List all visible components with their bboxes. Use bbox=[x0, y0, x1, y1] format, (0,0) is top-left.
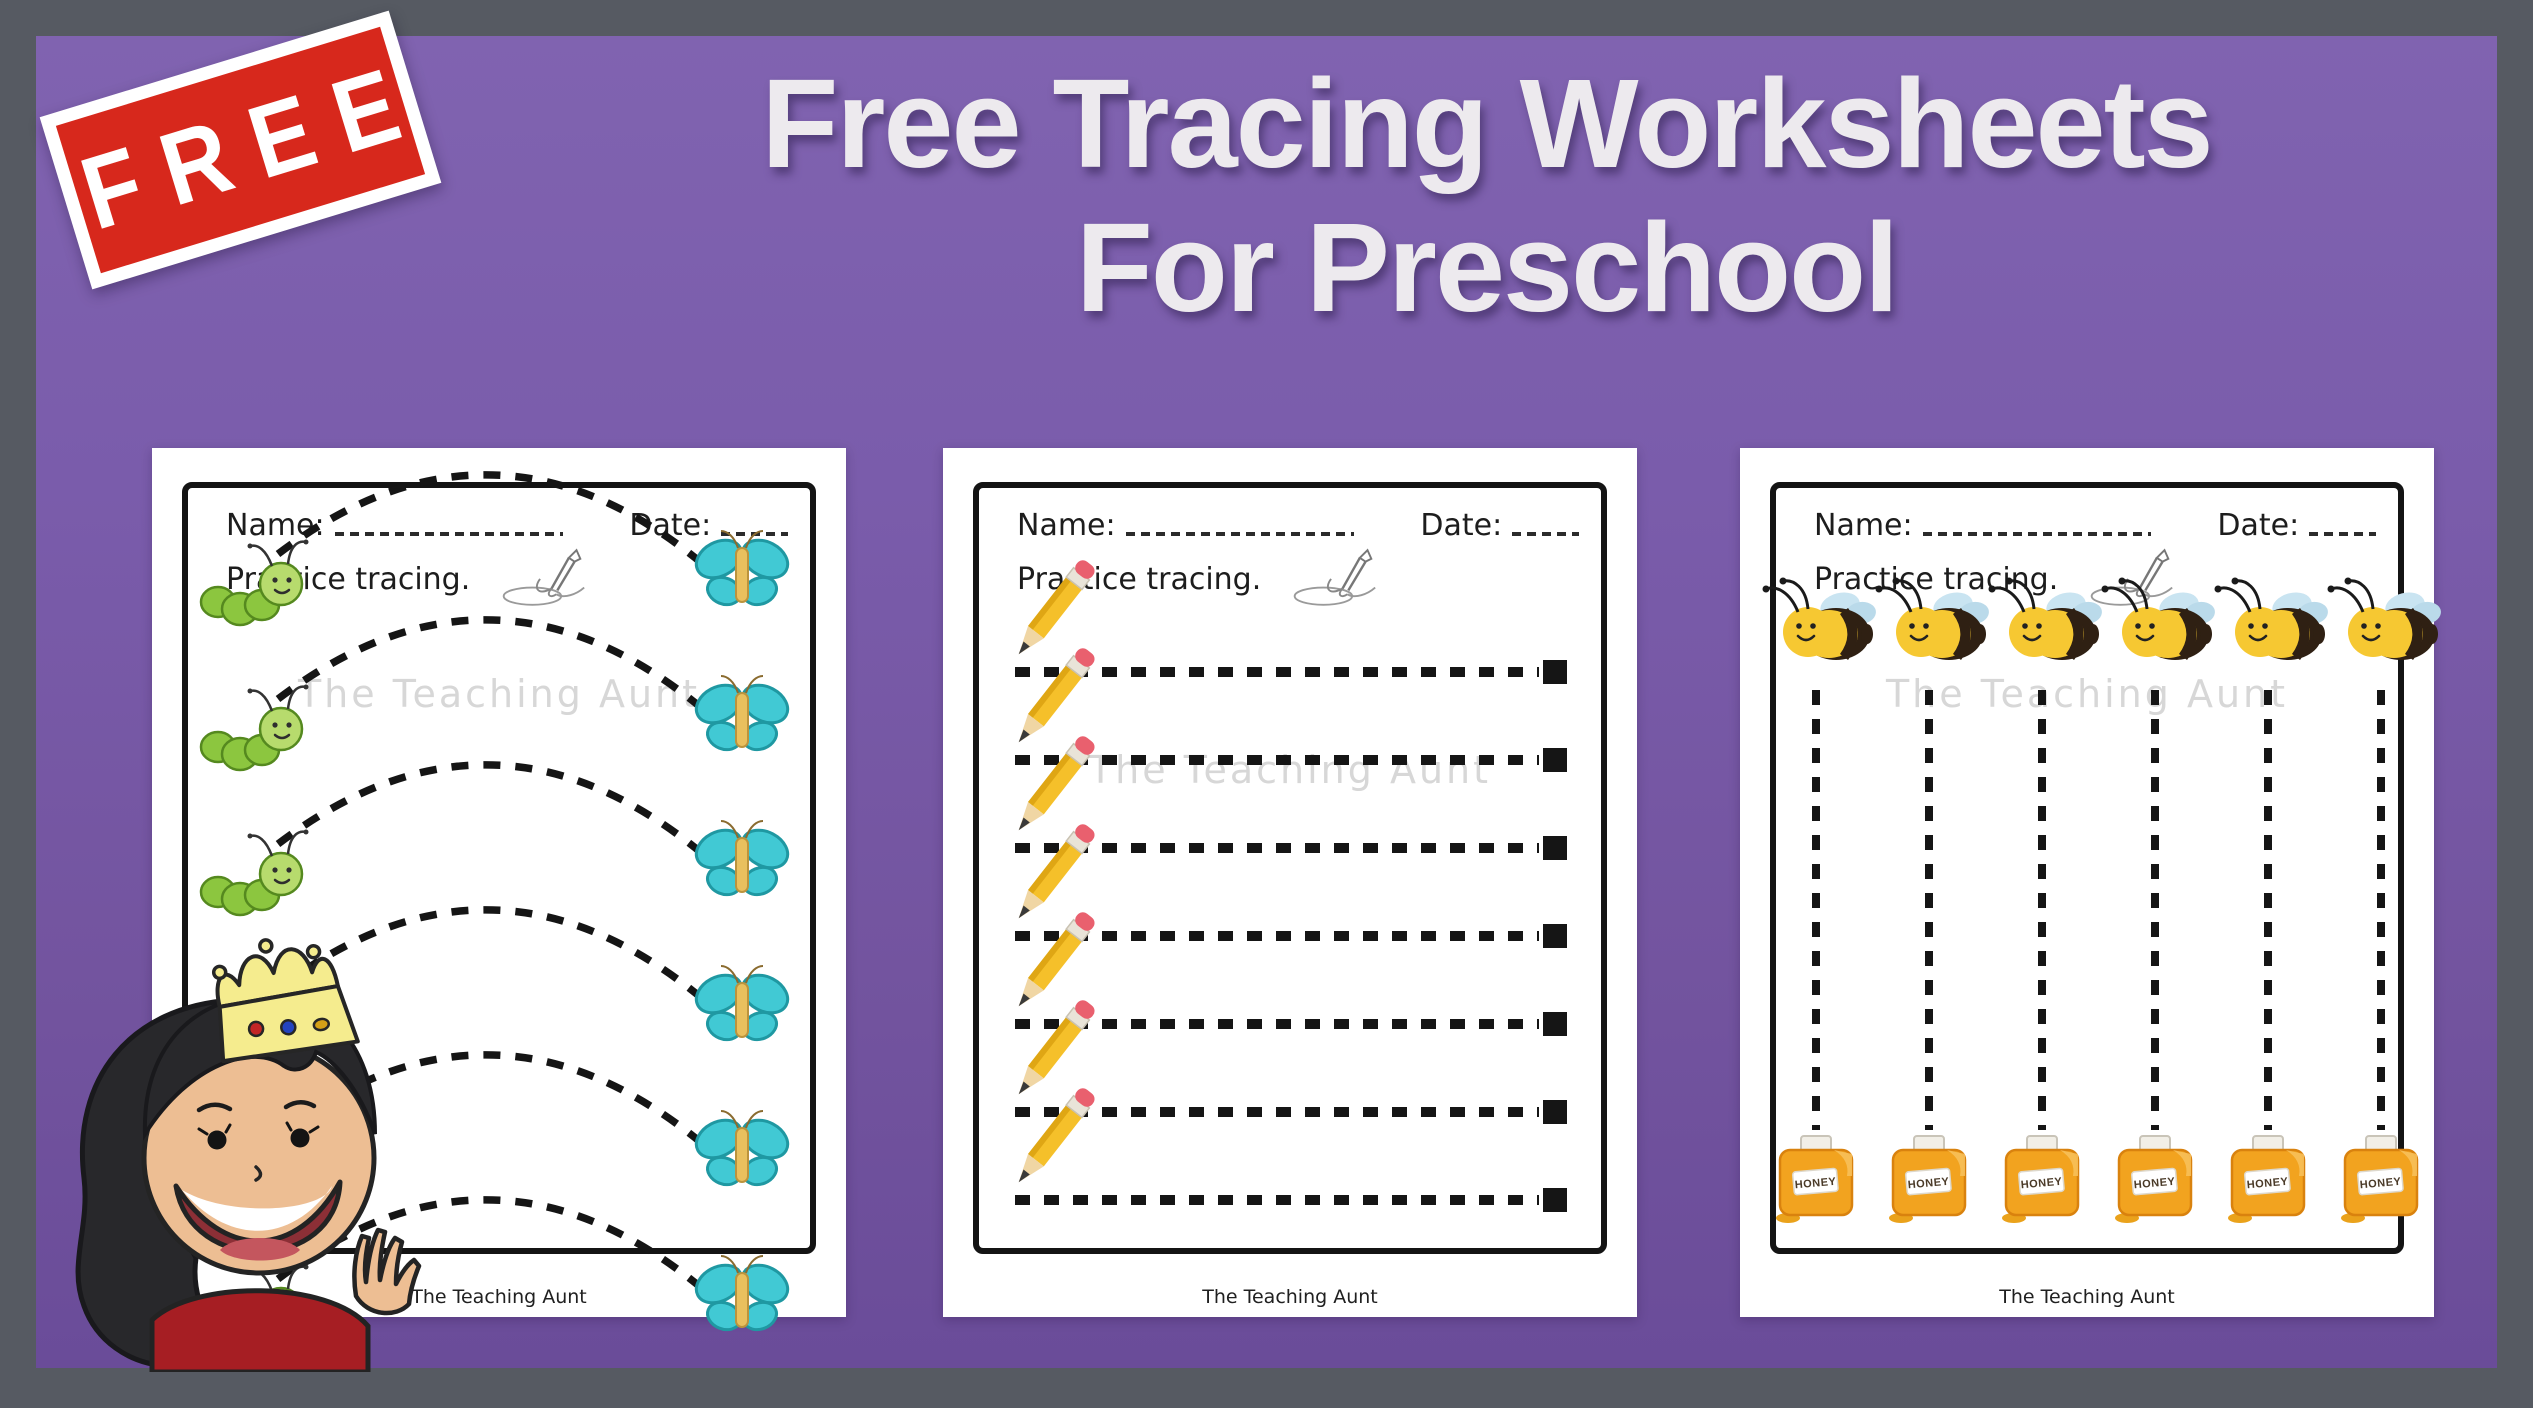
pencil-icon bbox=[1018, 736, 1095, 831]
date-label: Date: bbox=[1420, 508, 1503, 543]
butterfly-icon bbox=[694, 1255, 790, 1332]
name-label: Name: bbox=[1814, 508, 1913, 543]
worksheet-card-curves: The Teaching Aunt Name: Date: Practice t… bbox=[152, 448, 846, 1352]
watermark: The Teaching Aunt bbox=[297, 672, 701, 716]
bee-icon bbox=[1875, 577, 1989, 660]
bee-icon bbox=[2327, 577, 2441, 660]
honey-jar-icon: HONEY bbox=[2228, 1135, 2306, 1223]
honey-jar-icon: HONEY bbox=[2002, 1135, 2080, 1223]
date-blank-line bbox=[1512, 532, 1579, 536]
line-end-square bbox=[1543, 836, 1567, 860]
date-label: Date: bbox=[2217, 508, 2300, 543]
instruction-row: Practice tracing. bbox=[1814, 548, 2176, 608]
line-end-square bbox=[1543, 1100, 1567, 1124]
worksheet-header: Name: Date: bbox=[1017, 508, 1579, 543]
worksheet-border bbox=[1770, 482, 2404, 1254]
svg-text:HONEY: HONEY bbox=[1907, 1176, 1950, 1192]
butterfly-icon bbox=[694, 675, 790, 752]
pencil-doodle-icon bbox=[1293, 548, 1377, 606]
tracing-area-horizontal bbox=[1015, 560, 1567, 1212]
pencil-icon bbox=[1018, 1000, 1095, 1095]
line-end-square bbox=[1543, 660, 1567, 684]
crown-icon bbox=[211, 938, 360, 1064]
worksheet-card-horizontal-lines: The Teaching Aunt Name: Date: Practice t… bbox=[943, 448, 1637, 1317]
worksheet-footer: The Teaching Aunt bbox=[1202, 1286, 1378, 1308]
line-end-square bbox=[1543, 1012, 1567, 1036]
tracing-arc bbox=[275, 761, 713, 863]
tracing-area-vertical: HONEY HONEY HONEY bbox=[1762, 577, 2441, 1223]
tracing-arc bbox=[275, 616, 713, 718]
bee-icon bbox=[2214, 577, 2328, 660]
tracing-area-curves bbox=[199, 471, 790, 1352]
caterpillar-icon bbox=[199, 539, 309, 627]
honey-jar-icon: HONEY bbox=[1776, 1135, 1854, 1223]
pencil-icon bbox=[1018, 560, 1095, 655]
worksheet-footer: The Teaching Aunt bbox=[1999, 1286, 2175, 1308]
svg-text:HONEY: HONEY bbox=[2133, 1176, 2176, 1192]
watermark: The Teaching Aunt bbox=[1885, 672, 2289, 716]
bee-icon bbox=[1762, 577, 1876, 660]
tracing-arc bbox=[275, 906, 713, 1008]
name-blank-line bbox=[1125, 532, 1354, 536]
pencil-icon bbox=[1018, 824, 1095, 919]
tracing-arc bbox=[275, 471, 713, 573]
svg-text:HONEY: HONEY bbox=[2246, 1176, 2289, 1192]
instruction-label: Practice tracing. bbox=[1814, 562, 2059, 597]
line-end-square bbox=[1543, 748, 1567, 772]
title-line-1: Free Tracing Worksheets bbox=[761, 53, 2213, 194]
honey-jar-icon: HONEY bbox=[2115, 1135, 2193, 1223]
bee-icon bbox=[1988, 577, 2102, 660]
butterfly-icon bbox=[694, 1110, 790, 1187]
name-blank-line bbox=[1922, 532, 2151, 536]
honey-jar-icon: HONEY bbox=[1889, 1135, 1967, 1223]
pencil-icon bbox=[1018, 648, 1095, 743]
worksheet-border bbox=[182, 482, 816, 1254]
worksheet-header: Name: Date: bbox=[1814, 508, 2376, 543]
worksheet-footer: The Teaching Aunt bbox=[411, 1286, 587, 1308]
line-end-square bbox=[1543, 1188, 1567, 1212]
page-title: Free Tracing Worksheets For Preschool bbox=[520, 52, 2453, 339]
worksheet-border bbox=[973, 482, 1607, 1254]
svg-text:HONEY: HONEY bbox=[1794, 1176, 1837, 1192]
mascot-shirt bbox=[149, 1288, 371, 1372]
mascot-girl bbox=[75, 938, 422, 1372]
butterfly-icon bbox=[694, 820, 790, 897]
pencil-icon bbox=[1018, 1088, 1095, 1183]
svg-text:HONEY: HONEY bbox=[2359, 1176, 2402, 1192]
bee-icon bbox=[2101, 577, 2215, 660]
honey-jar-icon: HONEY bbox=[2341, 1135, 2419, 1223]
butterfly-icon bbox=[694, 965, 790, 1042]
name-label: Name: bbox=[1017, 508, 1116, 543]
pencil-icon bbox=[1018, 912, 1095, 1007]
line-end-square bbox=[1543, 924, 1567, 948]
title-line-2: For Preschool bbox=[1075, 196, 1899, 338]
worksheet-card-vertical-lines: The Teaching Aunt Name: Date: Practice t… bbox=[1740, 448, 2441, 1317]
name-blank-line bbox=[334, 532, 563, 536]
caterpillar-icon bbox=[199, 684, 309, 772]
caterpillar-icon bbox=[199, 829, 309, 917]
date-blank-line bbox=[2309, 532, 2376, 536]
svg-text:HONEY: HONEY bbox=[2020, 1176, 2063, 1192]
waving-hand bbox=[352, 1227, 422, 1316]
pencil-doodle-icon bbox=[502, 548, 586, 606]
butterfly-icon bbox=[694, 530, 790, 607]
